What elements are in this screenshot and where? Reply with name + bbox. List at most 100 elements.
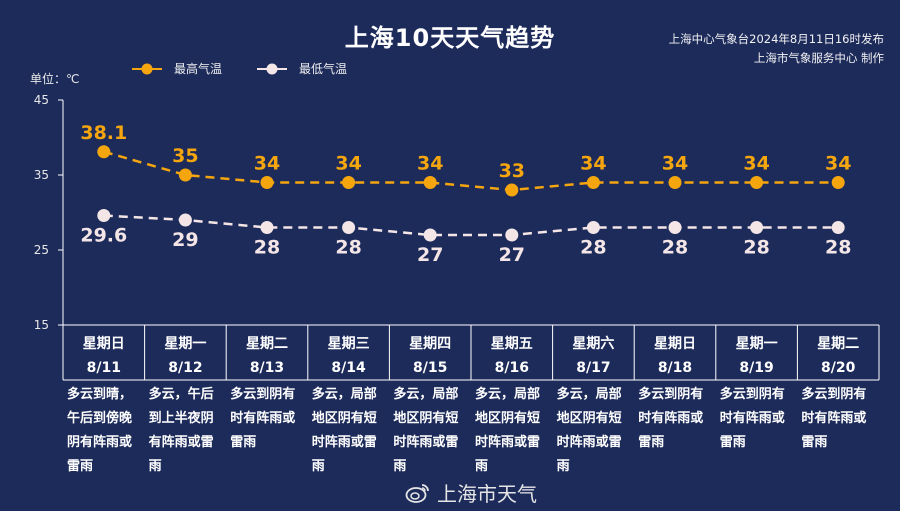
date-label: 8/13 (249, 360, 285, 376)
publisher-info: 上海中心气象台2024年8月11日16时发布 上海市气象服务中心 制作 (669, 30, 884, 68)
data-point-low (260, 221, 274, 234)
data-label-low: 27 (499, 244, 525, 266)
chart-title: 上海10天天气趋势 (344, 24, 556, 52)
weather-description: 多云到阴有时有阵雨或雷雨 (638, 387, 704, 450)
publisher-line-1: 上海中心气象台2024年8月11日16时发布 (668, 32, 884, 46)
day-header: 星期三 8/14 (308, 325, 390, 380)
date-label: 8/17 (576, 360, 611, 376)
data-label-high: 34 (825, 153, 851, 175)
weather-description: 多云，局部地区阴有短时阵雨或雷雨 (311, 387, 377, 474)
data-point-low (423, 228, 437, 242)
data-label-high: 34 (417, 153, 443, 175)
data-label-high: 38.1 (80, 122, 127, 144)
weekday-label: 星期二 (245, 336, 288, 352)
data-point-high (586, 176, 600, 189)
data-point-low (342, 221, 356, 234)
data-label-low: 29.6 (80, 225, 127, 247)
day-header: 星期一 8/12 (145, 325, 227, 380)
data-point-low (668, 221, 682, 234)
y-tick-label: 25 (34, 243, 49, 257)
data-point-high (97, 145, 111, 159)
day-header: 星期日 8/11 (63, 325, 145, 380)
date-label: 8/14 (331, 360, 366, 376)
legend-high-marker-icon (132, 63, 162, 74)
day-header: 星期一 8/19 (716, 325, 798, 380)
data-label-low: 29 (172, 229, 198, 251)
weather-description: 多云，局部地区阴有短时阵雨或雷雨 (475, 387, 541, 474)
data-label-low: 28 (254, 237, 280, 259)
data-point-low (586, 221, 600, 234)
data-point-high (260, 176, 274, 189)
weather-description: 多云，局部地区阴有短时阵雨或雷雨 (556, 387, 622, 474)
weather-description: 多云，午后到上半夜阴有阵雨或雷雨 (148, 387, 214, 474)
weekday-label: 星期五 (490, 336, 533, 352)
data-point-high (668, 176, 682, 189)
legend-low: 最低气温 (255, 60, 347, 77)
day-header: 星期二 8/13 (226, 325, 308, 380)
day-header: 星期二 8/20 (797, 325, 879, 380)
data-point-high (505, 183, 519, 197)
data-point-low (505, 228, 519, 242)
watermark-text: 上海市天气 (437, 482, 537, 506)
data-point-high (750, 176, 764, 189)
data-label-high: 34 (580, 153, 606, 175)
data-point-high (831, 176, 845, 189)
data-point-high (178, 168, 192, 182)
day-header: 星期日 8/18 (634, 325, 716, 380)
data-point-high (342, 176, 356, 189)
y-tick-label: 15 (34, 318, 49, 332)
legend-high: 最高气温 (130, 60, 222, 77)
weekday-label: 星期二 (817, 336, 860, 352)
weekday-label: 星期六 (572, 336, 615, 352)
data-label-high: 35 (172, 145, 198, 167)
data-label-low: 27 (417, 244, 443, 266)
data-label-high: 34 (335, 153, 361, 175)
legend-high-label: 最高气温 (174, 62, 223, 76)
data-point-high (423, 176, 437, 189)
series-line-high (103, 150, 839, 192)
y-tick-label: 45 (34, 93, 49, 107)
data-point-low (97, 209, 111, 222)
data-label-low: 28 (743, 237, 769, 259)
day-header: 星期六 8/17 (553, 325, 635, 380)
data-label-high: 34 (743, 153, 769, 175)
data-label-low: 28 (662, 237, 688, 259)
data-point-low (750, 221, 764, 234)
date-label: 8/19 (739, 360, 774, 376)
watermark: 上海市天气 (405, 478, 537, 507)
data-label-low: 28 (335, 237, 361, 259)
data-label-high: 33 (499, 160, 525, 182)
weather-description: 多云，局部地区阴有短时阵雨或雷雨 (393, 387, 459, 474)
date-label: 8/15 (413, 360, 448, 376)
data-label-low: 28 (580, 237, 606, 259)
data-label-high: 34 (254, 153, 280, 175)
weekday-label: 星期四 (409, 336, 452, 352)
weibo-logo-icon (405, 483, 429, 503)
weather-description: 多云到阴有时有阵雨或雷雨 (801, 387, 867, 450)
legend-low-marker-icon (257, 63, 287, 74)
date-label: 8/16 (494, 360, 529, 376)
date-label: 8/11 (86, 360, 121, 376)
day-header: 星期五 8/16 (471, 325, 553, 380)
data-point-low (831, 221, 845, 234)
weekday-label: 星期日 (82, 336, 125, 352)
weather-description: 多云到阴有时有阵雨或雷雨 (719, 387, 785, 450)
day-header: 星期四 8/15 (389, 325, 471, 380)
weekday-label: 星期一 (164, 336, 207, 352)
legend-low-label: 最低气温 (299, 62, 348, 76)
unit-label: 单位：℃ (30, 72, 80, 86)
data-label-high: 34 (662, 153, 688, 175)
weekday-label: 星期三 (327, 336, 370, 352)
data-label-low: 28 (825, 237, 851, 259)
publisher-line-2: 上海市气象服务中心 制作 (753, 51, 884, 65)
series-line-low (103, 214, 839, 237)
weather-description: 多云到阴有时有阵雨或雷雨 (230, 387, 296, 450)
y-tick-label: 35 (34, 168, 49, 182)
data-point-low (178, 213, 192, 227)
date-label: 8/20 (821, 360, 856, 376)
date-label: 8/18 (657, 360, 693, 376)
weather-description: 多云到晴，午后到傍晚阴有阵雨或雷雨 (67, 387, 133, 474)
weekday-label: 星期一 (735, 336, 778, 352)
